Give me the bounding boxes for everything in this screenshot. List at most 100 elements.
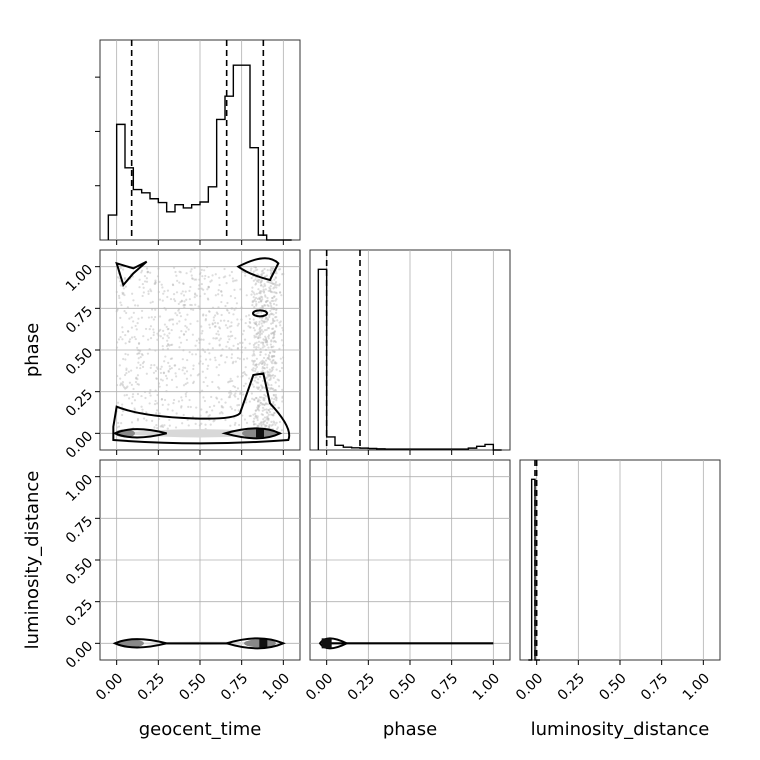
scatter-point: [173, 398, 176, 402]
scatter-point: [268, 351, 272, 354]
scatter-point: [258, 334, 262, 337]
scatter-point: [278, 370, 282, 373]
scatter-point: [258, 327, 262, 330]
scatter-point: [240, 306, 243, 309]
scatter-point: [160, 365, 163, 368]
scatter-point: [251, 286, 254, 289]
scatter-point: [206, 288, 209, 291]
scatter-point: [186, 418, 189, 421]
scatter-point: [220, 300, 223, 304]
scatter-point: [137, 361, 140, 364]
x-tick-label: 1.00: [260, 670, 293, 703]
scatter-point: [183, 306, 186, 309]
contour-left: [112, 428, 167, 439]
scatter-point: [268, 355, 271, 358]
scatter-point: [259, 421, 262, 424]
scatter-point: [253, 417, 256, 420]
scatter-point: [163, 290, 166, 293]
scatter-point: [124, 285, 127, 288]
scatter-point: [253, 342, 257, 345]
scatter-point: [280, 429, 283, 432]
scatter-point: [258, 399, 261, 402]
scatter-point: [260, 328, 263, 332]
scatter-point: [260, 413, 263, 416]
scatter-point: [117, 294, 121, 297]
scatter-point: [275, 325, 278, 328]
scatter-point: [245, 294, 248, 297]
scatter-point: [182, 413, 185, 417]
scatter-point: [260, 384, 263, 387]
scatter-point: [232, 313, 235, 316]
scatter-point: [149, 288, 152, 291]
scatter-point: [170, 357, 174, 360]
scatter-point: [163, 307, 166, 310]
scatter-point: [153, 282, 156, 285]
scatter-point: [261, 346, 264, 349]
scatter-point: [233, 423, 236, 426]
scatter-point: [255, 363, 258, 366]
x-tick-label: 0.75: [638, 670, 671, 703]
scatter-point: [128, 340, 131, 343]
scatter-point: [132, 320, 135, 323]
scatter-point: [269, 304, 273, 307]
scatter-point: [251, 383, 254, 386]
scatter-point: [230, 348, 233, 351]
scatter-point: [116, 341, 119, 344]
scatter-point: [274, 291, 277, 294]
scatter-point: [179, 271, 182, 274]
scatter-point: [245, 421, 249, 425]
scatter-point: [145, 267, 149, 270]
scatter-point: [217, 374, 220, 377]
scatter-point: [251, 354, 254, 357]
scatter-point: [206, 384, 209, 388]
scatter-point: [136, 349, 140, 352]
scatter-point: [263, 408, 266, 411]
scatter-point: [271, 387, 275, 390]
scatter-point: [202, 380, 205, 384]
scatter-point: [179, 315, 183, 318]
scatter-point: [279, 357, 282, 360]
scatter-point: [198, 341, 201, 344]
scatter-point: [124, 358, 127, 361]
scatter-point: [226, 326, 229, 329]
scatter-point: [229, 330, 232, 333]
scatter-point: [264, 337, 268, 340]
scatter-point: [220, 313, 223, 317]
scatter-point: [141, 294, 144, 298]
scatter-point: [126, 385, 129, 388]
scatter-point: [261, 298, 264, 301]
scatter-point: [187, 424, 190, 427]
scatter-point: [145, 372, 148, 375]
hist-panel-phase: [309, 249, 511, 455]
scatter-point: [140, 405, 143, 408]
scatter-point: [271, 267, 274, 270]
scatter-point: [257, 340, 261, 343]
scatter-point: [270, 420, 273, 423]
scatter-point: [234, 307, 238, 310]
scatter-point: [227, 335, 230, 338]
scatter-point: [220, 294, 224, 297]
scatter-point: [268, 358, 272, 361]
scatter-point: [160, 398, 163, 401]
scatter-point: [156, 367, 159, 371]
scatter-point: [203, 277, 206, 280]
scatter-point: [161, 337, 165, 340]
scatter-point: [131, 292, 134, 295]
scatter-point: [224, 361, 227, 364]
scatter-point: [255, 365, 259, 369]
scatter-point: [208, 405, 211, 409]
scatter-panel-phase-luminosity_distance: 0.00 0.25 0.50 0.75 1.00: [303, 459, 511, 704]
scatter-point: [255, 357, 258, 360]
scatter-point: [178, 281, 181, 284]
scatter-point: [168, 319, 171, 322]
scatter-point: [217, 306, 220, 309]
scatter-point: [161, 379, 164, 382]
scatter-point: [175, 322, 179, 325]
scatter-point: [130, 402, 134, 405]
scatter-point: [141, 365, 145, 368]
scatter-point: [181, 290, 184, 293]
scatter-point: [167, 361, 170, 364]
scatter-point: [263, 403, 266, 406]
scatter-point: [232, 384, 235, 388]
scatter-point: [211, 347, 214, 350]
